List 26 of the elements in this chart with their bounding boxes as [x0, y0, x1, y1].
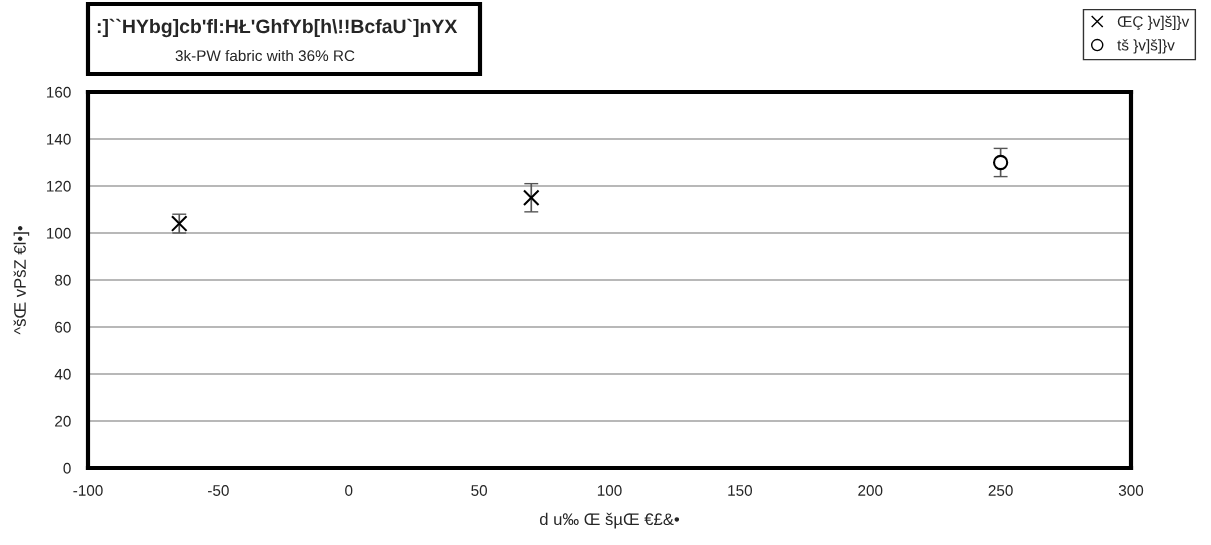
chart-title: :]``HYbg]cb'fl:HŁ'GhfYb[h\!!BcfaU`]nYX: [97, 18, 458, 38]
x-tick-label: 200: [858, 485, 883, 496]
y-tick-label: 40: [54, 368, 71, 380]
x-axis-title: d u‰ Œ šµŒ €£&•: [539, 512, 680, 529]
y-tick-label: 0: [63, 462, 71, 474]
x-tick-label: 100: [597, 485, 622, 496]
y-tick-label: 160: [47, 86, 71, 98]
x-tick-label: 250: [988, 485, 1013, 496]
legend-label: tš }v]š]}v: [1117, 39, 1175, 54]
legend-label: ŒÇ }v]š]}v: [1117, 15, 1190, 31]
y-tick-label: 140: [47, 133, 71, 145]
point: [993, 154, 1009, 171]
y-tick-label: 20: [55, 415, 71, 427]
y-tick-label: 80: [55, 274, 71, 286]
x-tick-label: 50: [471, 485, 488, 496]
y-tick-label: 120: [47, 180, 71, 192]
x-tick-label: 150: [728, 485, 753, 496]
chart-subtitle: 3k-PW fabric with 36% RC: [175, 49, 355, 62]
x-tick-label: -100: [73, 485, 103, 496]
x-tick-label: 300: [1118, 485, 1144, 496]
x-tick-label: 0: [345, 485, 353, 496]
y-axis-title: ^šŒ vPšZ €l•]•: [13, 226, 30, 335]
y-tick-label: 100: [47, 227, 71, 239]
y-tick-label: 60: [55, 321, 71, 333]
x-tick-label: -50: [208, 485, 229, 496]
point: [522, 189, 540, 207]
